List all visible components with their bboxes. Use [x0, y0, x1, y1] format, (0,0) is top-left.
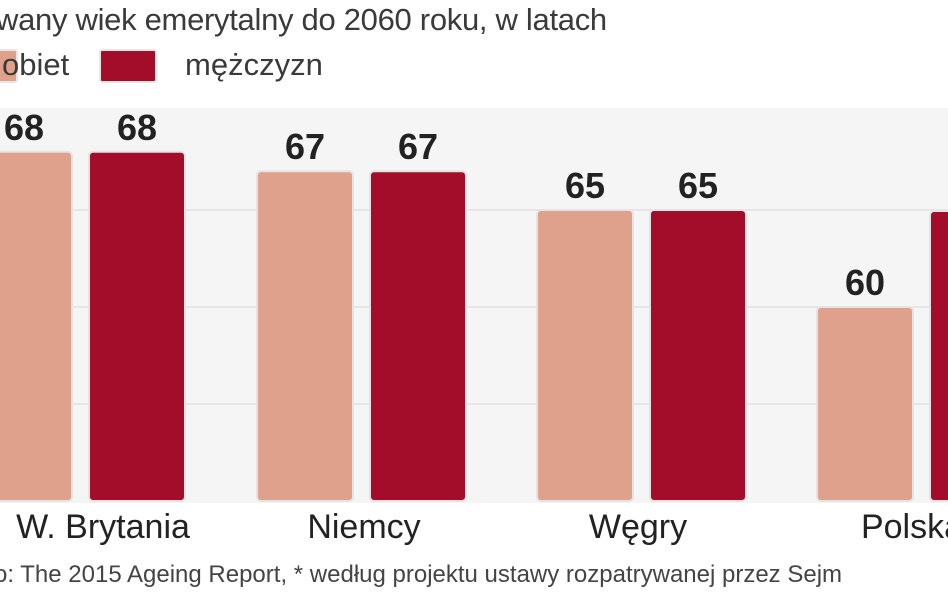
data-label-female-w-brytania: 68 — [4, 107, 44, 148]
legend-swatch-male — [99, 49, 157, 83]
data-label-female-niemcy: 67 — [285, 126, 325, 167]
bar-female-polska — [816, 306, 914, 502]
bar-male-wegry — [649, 209, 747, 502]
bar-female-w-brytania — [0, 150, 73, 502]
source-note: o: The 2015 Ageing Report, * według proj… — [0, 561, 843, 588]
bar-male-niemcy — [369, 170, 467, 502]
bar-male-polska — [929, 210, 948, 502]
legend-label-male: mężczyzn — [185, 47, 323, 82]
category-label-niemcy: Niemcy — [307, 508, 421, 546]
data-label-female-wegry: 65 — [565, 165, 605, 206]
data-label-female-polska: 60 — [845, 262, 885, 303]
legend-swatch-female — [0, 49, 18, 83]
bar-male-w-brytania — [88, 150, 186, 503]
data-label-male-wegry: 65 — [678, 165, 718, 206]
category-label-wegry: Węgry — [588, 508, 688, 546]
category-label-polska: Polska — [860, 508, 948, 546]
data-label-male-niemcy: 67 — [398, 126, 438, 167]
legend-label-female: obiet — [2, 47, 70, 82]
bar-female-wegry — [536, 209, 634, 502]
data-label-male-w-brytania: 68 — [117, 107, 157, 148]
chart-title: wany wiek emerytalny do 2060 roku, w lat… — [0, 2, 607, 37]
category-label-w-brytania: W. Brytania — [16, 508, 190, 546]
bar-female-niemcy — [256, 170, 354, 502]
